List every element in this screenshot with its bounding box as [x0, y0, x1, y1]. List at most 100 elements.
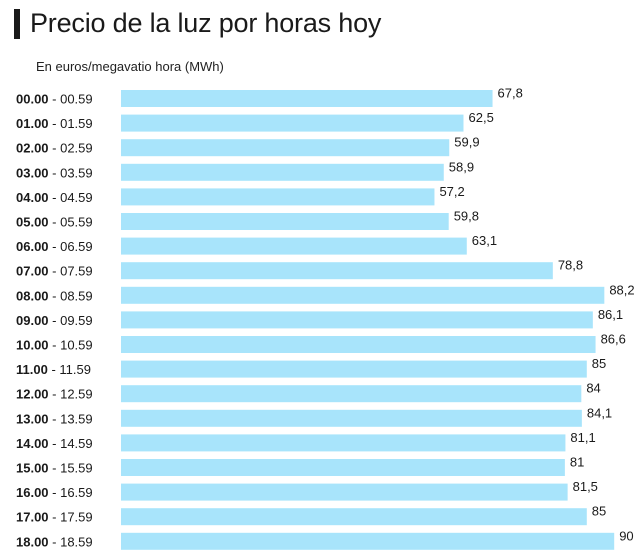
hour-label: 15.00 - 15.59: [16, 461, 93, 476]
hour-label-start: 00.00: [16, 92, 49, 107]
price-bar: [121, 459, 565, 476]
hour-label-start: 07.00: [16, 264, 49, 279]
price-bar: [121, 139, 450, 157]
price-bar: [121, 360, 587, 378]
hour-label-end: - 16.59: [49, 485, 93, 500]
hour-label: 10.00 - 10.59: [16, 338, 93, 353]
price-bar: [121, 336, 596, 353]
hour-label: 17.00 - 17.59: [16, 510, 93, 525]
hour-label-start: 01.00: [16, 116, 49, 131]
price-value-label: 90: [619, 528, 633, 543]
hour-label-end: - 11.59: [48, 362, 91, 377]
price-value-label: 84: [586, 381, 600, 396]
hour-label-start: 04.00: [16, 190, 49, 205]
hour-label: 12.00 - 12.59: [16, 387, 93, 402]
hour-label: 07.00 - 07.59: [16, 264, 93, 279]
price-value-label: 86,1: [598, 307, 623, 322]
bar-chart: 00.00 - 00.59 67,8 01.00 - 01.59 62,5 02.00 …: [16, 88, 635, 550]
price-bar: [121, 90, 493, 107]
price-value-label: 59,9: [454, 135, 479, 150]
hour-label-start: 16.00: [16, 485, 49, 500]
hour-label-start: 14.00: [16, 436, 49, 451]
title-accent-bar: [14, 8, 20, 39]
hour-label: 09.00 - 09.59: [16, 313, 93, 328]
price-value-label: 88,2: [609, 282, 634, 297]
price-value-label: 58,9: [449, 159, 474, 174]
hour-label: 08.00 - 08.59: [16, 288, 93, 303]
price-bar: [121, 163, 444, 181]
price-value-label: 85: [592, 504, 606, 519]
hour-label: 01.00 - 01.59: [16, 116, 93, 131]
hour-label-end: - 09.59: [49, 313, 93, 328]
price-value-label: 85: [592, 356, 606, 371]
hour-label: 16.00 - 16.59: [16, 485, 93, 500]
hour-label-start: 12.00: [16, 387, 49, 402]
price-bar: [121, 188, 435, 206]
hour-label-start: 13.00: [16, 411, 49, 426]
hour-label-end: - 02.59: [49, 141, 93, 156]
hour-label-end: - 07.59: [49, 264, 93, 279]
hour-label-start: 09.00: [16, 313, 49, 328]
price-value-label: 86,6: [601, 332, 626, 347]
hour-label-end: - 05.59: [49, 215, 93, 230]
hour-label: 18.00 - 18.59: [16, 534, 93, 549]
hour-label-start: 18.00: [16, 534, 49, 549]
hour-label-start: 03.00: [16, 165, 49, 180]
price-bar: [121, 434, 566, 452]
price-value-label: 81,1: [570, 430, 595, 445]
hour-label-start: 08.00: [16, 288, 49, 303]
price-value-label: 81: [570, 455, 584, 470]
hour-label: 13.00 - 13.59: [16, 411, 93, 426]
hour-label-start: 05.00: [16, 215, 49, 230]
hour-label-start: 02.00: [16, 141, 49, 156]
hour-label: 05.00 - 05.59: [16, 215, 93, 230]
hour-label: 04.00 - 04.59: [16, 190, 93, 205]
price-value-label: 81,5: [573, 479, 598, 494]
hour-label-start: 11.00: [16, 362, 48, 377]
hour-label-start: 15.00: [16, 461, 49, 476]
hour-label: 06.00 - 06.59: [16, 239, 93, 254]
hour-label-start: 10.00: [16, 338, 49, 353]
price-bar: [121, 286, 605, 304]
price-value-label: 62,5: [469, 110, 494, 125]
hour-label-end: - 15.59: [49, 461, 93, 476]
hour-label-end: - 12.59: [49, 387, 93, 402]
hour-label-end: - 14.59: [49, 436, 93, 451]
price-bar: [121, 483, 568, 501]
price-value-label: 84,1: [587, 405, 612, 420]
hour-label: 02.00 - 02.59: [16, 141, 93, 156]
price-bar: [121, 213, 449, 230]
hour-label-end: - 01.59: [49, 116, 93, 131]
price-bar: [121, 311, 593, 329]
price-bar: [121, 508, 587, 526]
hour-label-end: - 03.59: [49, 165, 93, 180]
hour-label: 11.00 - 11.59: [16, 362, 91, 377]
price-bar: [121, 114, 464, 132]
price-value-label: 63,1: [472, 233, 497, 248]
hour-label: 14.00 - 14.59: [16, 436, 93, 451]
hour-label: 00.00 - 00.59: [16, 92, 93, 107]
hour-label: 03.00 - 03.59: [16, 165, 93, 180]
hour-label-start: 17.00: [16, 510, 49, 525]
price-value-label: 67,8: [498, 88, 523, 101]
price-value-label: 78,8: [558, 258, 583, 273]
hour-label-end: - 00.59: [49, 92, 93, 107]
price-value-label: 59,8: [454, 209, 479, 224]
price-bar: [121, 409, 582, 427]
price-bar: [121, 237, 467, 255]
hour-label-end: - 10.59: [49, 338, 93, 353]
price-value-label: 57,2: [439, 184, 464, 199]
hour-label-end: - 06.59: [49, 239, 93, 254]
hour-label-end: - 18.59: [49, 534, 93, 549]
chart-subtitle: En euros/megavatio hora (MWh): [36, 59, 224, 74]
hour-label-end: - 13.59: [49, 411, 93, 426]
price-bar: [121, 262, 553, 280]
hour-label-end: - 17.59: [49, 510, 93, 525]
price-bar: [121, 385, 582, 403]
hour-label-start: 06.00: [16, 239, 49, 254]
chart-header: Precio de la luz por horas hoy: [14, 8, 381, 39]
price-bar: [121, 532, 615, 550]
chart-title: Precio de la luz por horas hoy: [30, 8, 382, 38]
hour-label-end: - 08.59: [49, 288, 93, 303]
hour-label-end: - 04.59: [49, 190, 93, 205]
